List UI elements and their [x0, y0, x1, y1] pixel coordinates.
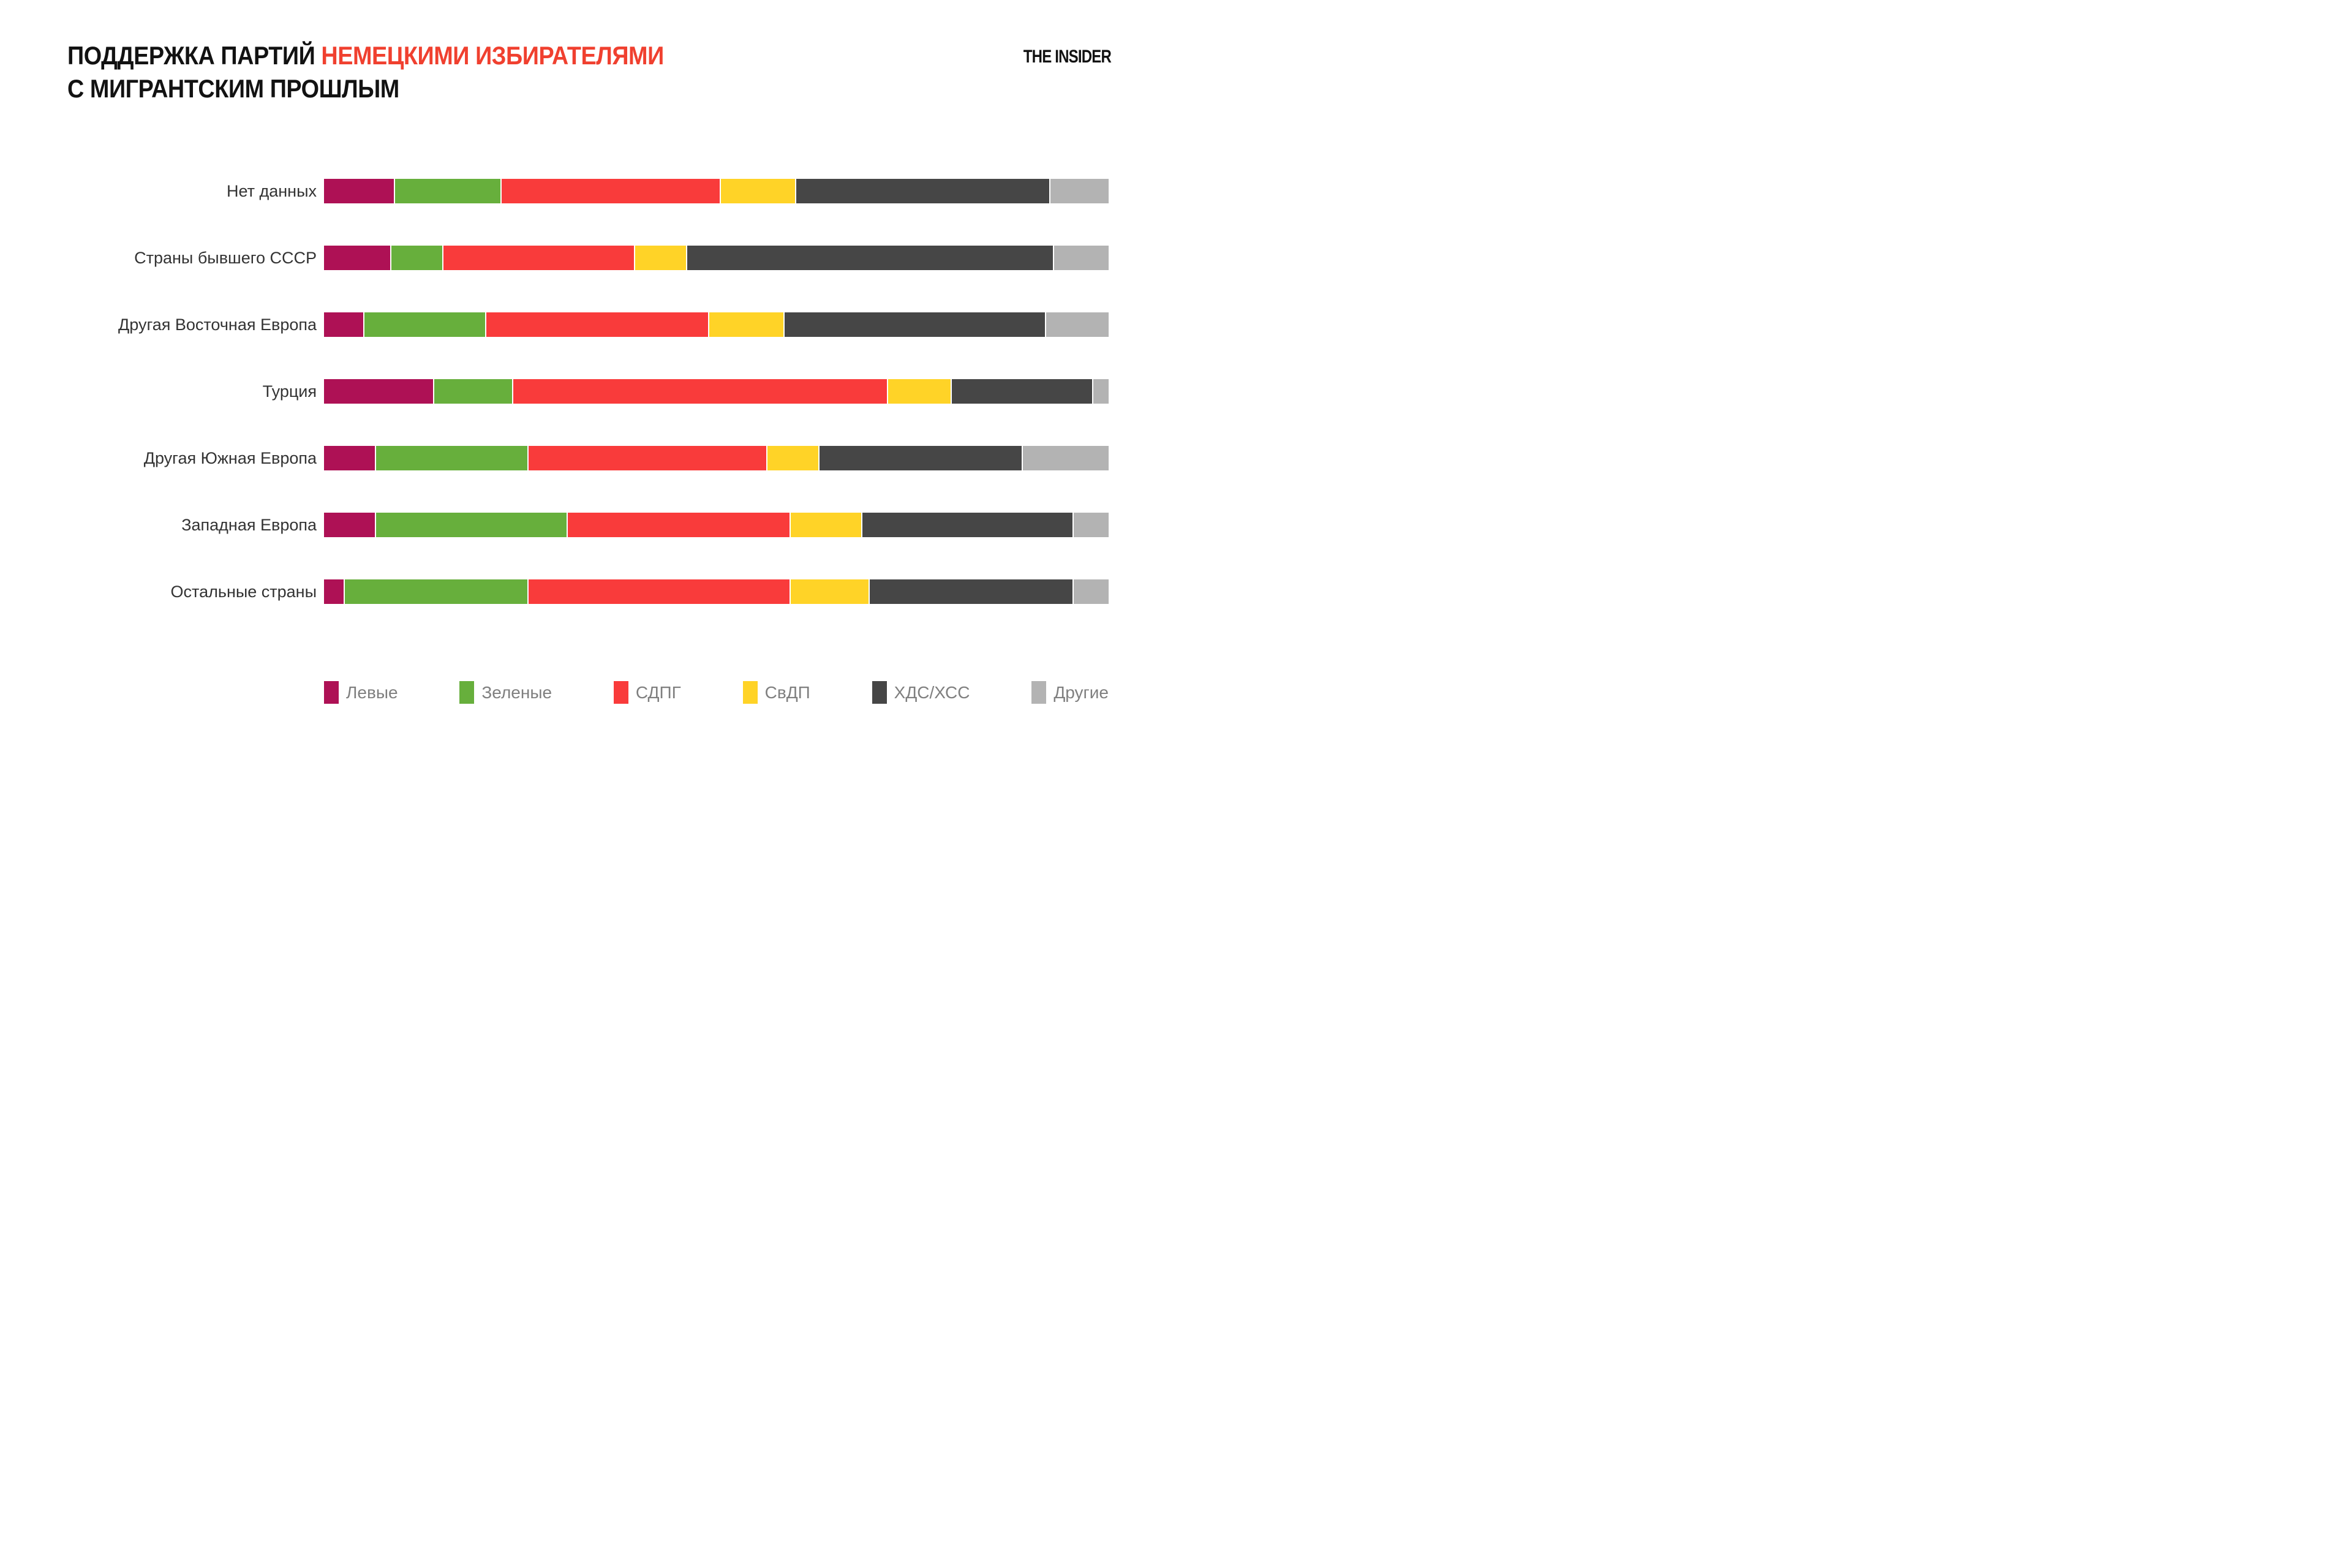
- bar-segment: [791, 513, 861, 537]
- bar-segment: [888, 379, 951, 404]
- chart-rows: Нет данных Страны бывшего СССР Другая Вост…: [0, 179, 1176, 604]
- row-label: Турция: [262, 382, 317, 401]
- stacked-bar: [324, 513, 1109, 537]
- bar-segment: [1046, 312, 1109, 337]
- legend-swatch: [742, 681, 758, 704]
- bar-segment: [395, 179, 500, 203]
- legend-label: СДПГ: [635, 682, 681, 702]
- bar-segment: [1023, 446, 1109, 470]
- legend-item: СДПГ: [613, 681, 681, 704]
- bar-segment: [870, 579, 1072, 604]
- legend-item: ХДС/ХСС: [872, 681, 970, 704]
- bar-segment: [1050, 179, 1109, 203]
- chart-legend: Левые Зеленые СДПГ СвДП ХДС/ХСС Другие: [324, 681, 1109, 704]
- stacked-bar: [324, 179, 1109, 203]
- bar-segment: [344, 579, 528, 604]
- bar-segment: [767, 446, 818, 470]
- the-insider-logo: THE INSIDER: [1023, 47, 1112, 67]
- legend-label: Другие: [1054, 682, 1109, 702]
- legend-swatch: [1031, 681, 1047, 704]
- legend-swatch: [872, 681, 887, 704]
- page-title: ПОДДЕРЖКА ПАРТИЙ НЕМЕЦКИМИ ИЗБИРАТЕЛЯМИ …: [67, 39, 664, 105]
- legend-label: Зеленые: [481, 682, 552, 702]
- bar-segment: [324, 513, 375, 537]
- bar-segment: [819, 446, 1022, 470]
- bar-segment: [862, 513, 1072, 537]
- bar-segment: [796, 179, 1049, 203]
- bar-segment: [513, 379, 888, 404]
- chart-row: Турция: [68, 379, 1176, 404]
- bar-segment: [443, 246, 635, 270]
- row-label: Страны бывшего СССР: [134, 249, 317, 267]
- stacked-bar: [324, 379, 1109, 404]
- bar-segment: [709, 312, 783, 337]
- bar-segment: [324, 246, 391, 270]
- bar-segment: [364, 312, 485, 337]
- legend-swatch: [459, 681, 475, 704]
- legend-label: Левые: [346, 682, 398, 702]
- legend-swatch: [324, 681, 339, 704]
- bar-segment: [1093, 379, 1109, 404]
- chart-row: Нет данных: [68, 179, 1176, 203]
- legend-item: Левые: [324, 681, 398, 704]
- title-black-part: ПОДДЕРЖКА ПАРТИЙ: [67, 41, 322, 70]
- chart-row: Остальные страны: [68, 579, 1176, 604]
- legend-label: СвДП: [764, 682, 810, 702]
- bar-segment: [568, 513, 790, 537]
- legend-label: ХДС/ХСС: [894, 682, 970, 702]
- bar-segment: [720, 179, 795, 203]
- stacked-bar: [324, 446, 1109, 470]
- legend-item: Зеленые: [459, 681, 552, 704]
- bar-segment: [687, 246, 1054, 270]
- title-line1: ПОДДЕРЖКА ПАРТИЙ НЕМЕЦКИМИ ИЗБИРАТЕЛЯМИ: [67, 41, 664, 70]
- bar-segment: [791, 579, 869, 604]
- row-label: Западная Европа: [181, 516, 317, 534]
- row-label: Нет данных: [227, 182, 317, 200]
- bar-segment: [529, 446, 767, 470]
- bar-segment: [951, 379, 1092, 404]
- stacked-bar: [324, 312, 1109, 337]
- stacked-bar-chart: Нет данных Страны бывшего СССР Другая Вост…: [0, 179, 1176, 646]
- bar-segment: [375, 446, 528, 470]
- chart-row: Другая Южная Европа: [68, 446, 1176, 470]
- row-label: Другая Восточная Европа: [118, 315, 317, 334]
- bar-segment: [434, 379, 513, 404]
- bar-segment: [324, 179, 394, 203]
- bar-segment: [324, 312, 363, 337]
- infographic-canvas: ПОДДЕРЖКА ПАРТИЙ НЕМЕЦКИМИ ИЗБИРАТЕЛЯМИ …: [0, 0, 1176, 784]
- bar-segment: [324, 446, 375, 470]
- bar-segment: [529, 579, 790, 604]
- title-line2: С МИГРАНТСКИМ ПРОШЛЫМ: [67, 74, 399, 103]
- bar-segment: [501, 179, 720, 203]
- legend-swatch: [613, 681, 628, 704]
- bar-segment: [1073, 513, 1109, 537]
- bar-segment: [324, 379, 433, 404]
- row-label: Остальные страны: [170, 582, 317, 601]
- chart-row: Страны бывшего СССР: [68, 246, 1176, 270]
- bar-segment: [1073, 579, 1109, 604]
- row-label: Другая Южная Европа: [143, 449, 317, 467]
- bar-segment: [1054, 246, 1109, 270]
- stacked-bar: [324, 579, 1109, 604]
- bar-segment: [391, 246, 442, 270]
- legend-item: Другие: [1031, 681, 1109, 704]
- chart-row: Западная Европа: [68, 513, 1176, 537]
- legend-item: СвДП: [742, 681, 810, 704]
- bar-segment: [635, 246, 686, 270]
- bar-segment: [324, 579, 344, 604]
- stacked-bar: [324, 246, 1109, 270]
- bar-segment: [784, 312, 1046, 337]
- title-red-part: НЕМЕЦКИМИ ИЗБИРАТЕЛЯМИ: [321, 41, 664, 70]
- bar-segment: [375, 513, 567, 537]
- bar-segment: [486, 312, 708, 337]
- chart-row: Другая Восточная Европа: [68, 312, 1176, 337]
